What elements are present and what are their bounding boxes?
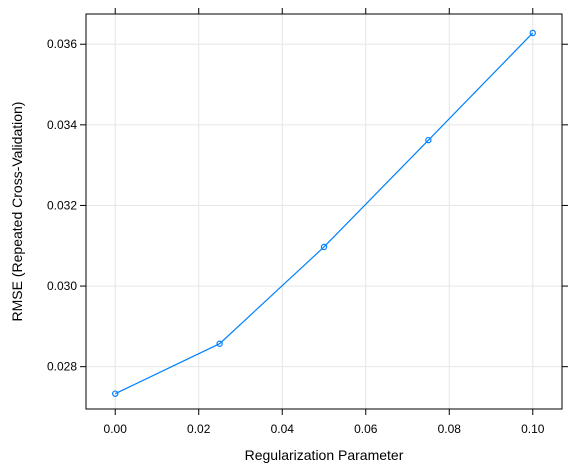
- grid: [86, 14, 562, 409]
- x-axis-title: Regularization Parameter: [245, 447, 404, 463]
- x-tick-label: 0.06: [354, 422, 378, 436]
- y-tick-label: 0.036: [47, 37, 77, 51]
- x-tick-label: 0.02: [187, 422, 211, 436]
- y-axis-title: RMSE (Repeated Cross-Validation): [9, 102, 25, 322]
- x-tick-label: 0.00: [104, 422, 128, 436]
- series-line: [114, 32, 534, 395]
- y-tick-label: 0.030: [47, 279, 77, 293]
- x-tick-label: 0.10: [521, 422, 545, 436]
- y-tick-label: 0.032: [47, 198, 77, 212]
- plot-frame: [85, 13, 563, 410]
- x-tick-label: 0.04: [271, 422, 295, 436]
- axis-ticks: 0.00 0.02 0.04 0.06 0.08 0.10 0.028 0.030 0.032 0…: [47, 8, 568, 436]
- data-point: [425, 136, 432, 144]
- data-point: [529, 29, 536, 37]
- series: [112, 29, 536, 397]
- data-point: [216, 340, 223, 347]
- data-point: [112, 390, 119, 397]
- y-tick-label: 0.034: [47, 118, 77, 132]
- y-tick-label: 0.028: [47, 360, 77, 374]
- data-point: [320, 243, 328, 251]
- x-tick-label: 0.08: [438, 422, 462, 436]
